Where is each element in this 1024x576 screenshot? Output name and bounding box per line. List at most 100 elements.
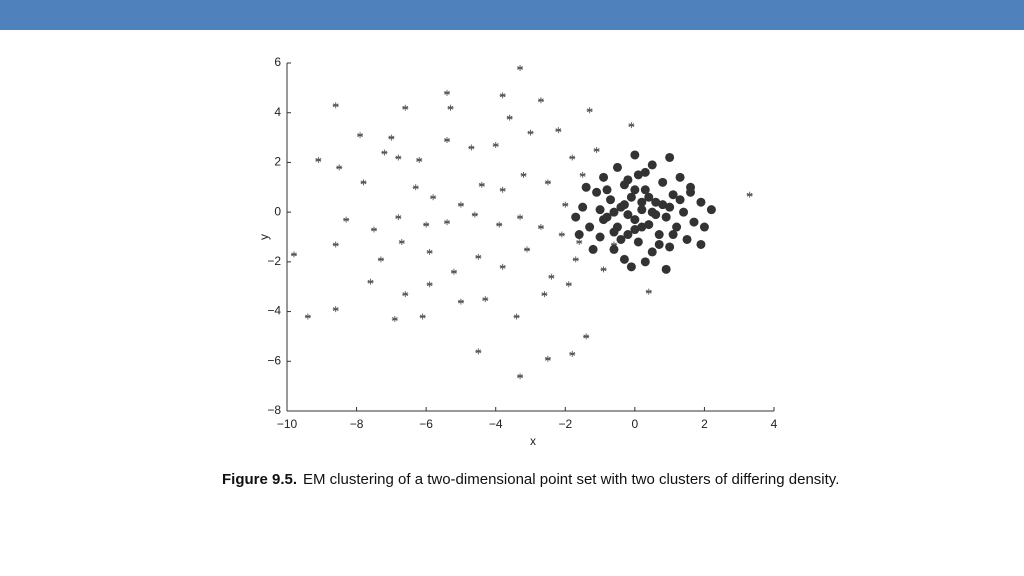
point — [668, 190, 678, 200]
point — [517, 64, 524, 71]
point — [367, 278, 374, 285]
point — [644, 220, 654, 230]
point — [412, 184, 419, 191]
point — [623, 210, 633, 220]
point — [475, 348, 482, 355]
point — [423, 221, 430, 228]
point — [402, 104, 409, 111]
point — [686, 182, 696, 192]
point — [457, 201, 464, 208]
point — [332, 306, 339, 313]
point — [576, 238, 583, 245]
point — [595, 232, 605, 242]
x-axis-label: x — [530, 434, 536, 448]
point — [471, 211, 478, 218]
point — [630, 150, 640, 160]
point — [388, 134, 395, 141]
x-tick-label: −8 — [350, 417, 364, 431]
point — [619, 200, 629, 210]
point — [496, 221, 503, 228]
point — [626, 262, 636, 272]
point — [630, 215, 640, 225]
point — [395, 154, 402, 161]
y-tick-label: 0 — [274, 204, 281, 218]
header-bar — [0, 0, 1024, 30]
y-tick-label: 4 — [274, 105, 281, 119]
point — [562, 201, 569, 208]
point — [610, 241, 617, 248]
x-tick-label: −2 — [558, 417, 572, 431]
point — [668, 230, 678, 240]
point — [430, 194, 437, 201]
point — [583, 333, 590, 340]
point — [419, 313, 426, 320]
point — [628, 122, 635, 129]
point — [492, 142, 499, 149]
point — [630, 225, 640, 235]
point — [633, 237, 643, 247]
point — [520, 171, 527, 178]
point — [457, 298, 464, 305]
point — [588, 244, 598, 254]
caption-text: EM clustering of a two-dimensional point… — [303, 471, 839, 488]
point — [482, 296, 489, 303]
point — [672, 222, 682, 232]
point — [630, 185, 640, 195]
point — [506, 114, 513, 121]
point — [357, 132, 364, 139]
point — [541, 291, 548, 298]
y-tick-label: 6 — [274, 55, 281, 69]
point — [593, 147, 600, 153]
y-tick-label: −8 — [267, 403, 281, 417]
point — [581, 182, 591, 192]
x-tick-label: 2 — [701, 417, 708, 431]
point — [402, 291, 409, 298]
point — [592, 187, 602, 197]
point — [682, 234, 692, 244]
point — [555, 127, 562, 134]
point — [606, 195, 616, 205]
point — [637, 205, 647, 215]
point — [609, 207, 619, 217]
point — [558, 231, 565, 238]
point — [578, 202, 588, 212]
point — [654, 230, 664, 240]
x-tick-label: 0 — [632, 417, 639, 431]
point — [332, 102, 339, 109]
point — [499, 263, 506, 270]
point — [381, 149, 388, 156]
point — [599, 215, 609, 225]
point — [315, 156, 322, 163]
point — [537, 224, 544, 231]
point — [661, 264, 671, 274]
point — [640, 185, 650, 195]
point — [499, 186, 506, 193]
point — [468, 144, 475, 151]
point — [637, 222, 647, 232]
point — [602, 185, 612, 195]
point — [661, 212, 671, 222]
point — [475, 253, 482, 260]
point — [426, 248, 433, 255]
point — [599, 172, 609, 182]
point — [647, 160, 657, 170]
x-tick-label: −4 — [489, 417, 503, 431]
point — [571, 212, 581, 222]
point — [595, 205, 605, 215]
point — [574, 230, 584, 240]
point — [336, 164, 343, 171]
point — [565, 281, 572, 288]
point — [304, 313, 311, 320]
point — [640, 257, 650, 267]
point — [647, 247, 657, 257]
point — [609, 244, 619, 254]
point — [612, 162, 622, 172]
point — [513, 313, 520, 320]
point — [391, 316, 398, 323]
point — [548, 273, 555, 280]
point — [689, 217, 699, 227]
x-tick-label: −10 — [277, 417, 298, 431]
point — [517, 214, 524, 221]
point — [377, 256, 384, 263]
